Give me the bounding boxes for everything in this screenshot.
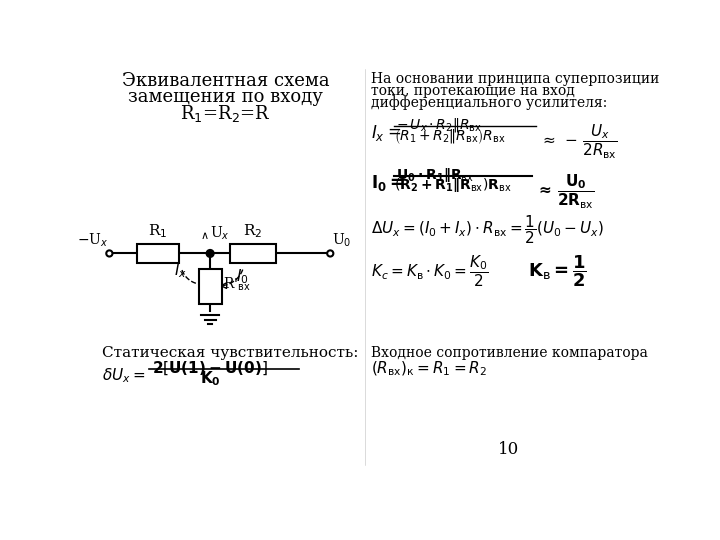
Text: $(R_{\rm вх})_{\rm к} = R_1 = R_2$: $(R_{\rm вх})_{\rm к} = R_1 = R_2$ [371, 360, 487, 378]
Circle shape [206, 249, 214, 257]
Text: $I_0$: $I_0$ [236, 267, 249, 286]
Text: 10: 10 [498, 441, 519, 457]
Bar [199, 269, 222, 303]
Bar [230, 244, 276, 262]
Text: $-\,U_x \cdot R_2\|R_{\rm вх}$: $-\,U_x \cdot R_2\|R_{\rm вх}$ [396, 117, 482, 134]
Bar [137, 244, 179, 262]
Text: R$'_{\rm вх}$: R$'_{\rm вх}$ [223, 275, 251, 293]
Text: $\Delta U_x = \left(I_0 + I_x\right)\cdot R_{\rm вх} = \dfrac{1}{2}\left(U_0 - U: $\Delta U_x = \left(I_0 + I_x\right)\cdo… [371, 213, 603, 246]
Text: Эквивалентная схема: Эквивалентная схема [122, 72, 330, 91]
Text: $\mathbf{\approx\,\dfrac{U_0}{2R_{\rm вх}}}$: $\mathbf{\approx\,\dfrac{U_0}{2R_{\rm вх… [536, 173, 595, 211]
Text: $\mathbf{2\left[U(1) - U(0)\right]}$: $\mathbf{2\left[U(1) - U(0)\right]}$ [152, 360, 268, 377]
Text: U$_0$: U$_0$ [332, 232, 351, 249]
Text: Входное сопротивление компаратора: Входное сопротивление компаратора [371, 346, 647, 360]
Text: $\mathbf{\left(R_2 + R_1\|R_{\rm вх}\right)R_{\rm вх}}$: $\mathbf{\left(R_2 + R_1\|R_{\rm вх}\rig… [394, 177, 511, 194]
Text: $=$: $=$ [384, 123, 402, 139]
Text: $\mathbf{=}$: $\mathbf{=}$ [386, 173, 403, 190]
Text: U$_x$: U$_x$ [210, 225, 230, 242]
Text: R$_1$: R$_1$ [148, 222, 168, 240]
Text: R$_2$: R$_2$ [243, 222, 262, 240]
Text: $\delta U_x =$: $\delta U_x =$ [102, 367, 145, 386]
Text: $\mathbf{I_0}$: $\mathbf{I_0}$ [371, 173, 387, 193]
Text: $K_c = K_{\rm в} \cdot K_0 = \dfrac{K_0}{2}$: $K_c = K_{\rm в} \cdot K_0 = \dfrac{K_0}… [371, 253, 488, 289]
Circle shape [327, 251, 333, 256]
Text: $\left(R_1 + R_2\|R_{\rm вх}\right)R_{\rm вх}$: $\left(R_1 + R_2\|R_{\rm вх}\right)R_{\r… [394, 127, 505, 146]
Text: $I_x$: $I_x$ [174, 261, 187, 280]
Text: $I_x$: $I_x$ [371, 123, 384, 143]
Text: На основании принципа суперпозиции: На основании принципа суперпозиции [371, 72, 659, 86]
Text: Статическая чувствительность:: Статическая чувствительность: [102, 346, 358, 360]
Text: $\mathbf{K_0}$: $\mathbf{K_0}$ [199, 370, 220, 388]
Text: дифференциального усилителя:: дифференциального усилителя: [371, 96, 607, 111]
Text: $\mathbf{K_{\rm в} = \dfrac{1}{2}}$: $\mathbf{K_{\rm в} = \dfrac{1}{2}}$ [528, 253, 587, 289]
Text: токи, протекающие на вход: токи, протекающие на вход [371, 84, 575, 98]
Text: $\wedge$: $\wedge$ [200, 230, 209, 241]
Text: $\mathbf{U_0 \cdot R_1\|R_{\rm вх}}$: $\mathbf{U_0 \cdot R_1\|R_{\rm вх}}$ [396, 166, 474, 185]
Text: R$_1$=R$_2$=R: R$_1$=R$_2$=R [180, 103, 271, 124]
Text: $\approx\,-\,\dfrac{U_x}{2R_{\rm вх}}$: $\approx\,-\,\dfrac{U_x}{2R_{\rm вх}}$ [539, 123, 617, 161]
Circle shape [107, 251, 112, 256]
Text: замещения по входу: замещения по входу [128, 88, 323, 106]
Text: $-$U$_x$: $-$U$_x$ [76, 232, 108, 249]
